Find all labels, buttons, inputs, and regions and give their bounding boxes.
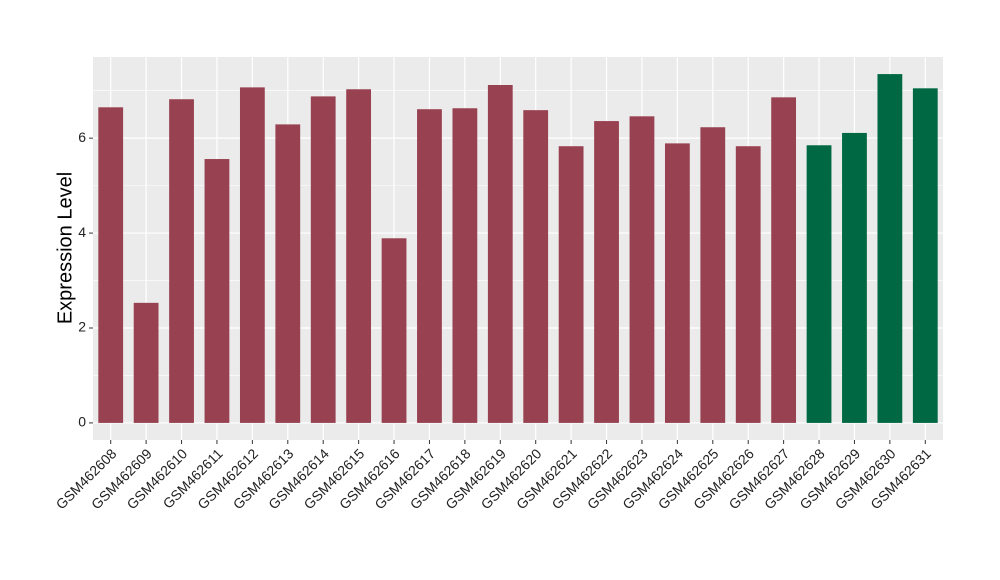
y-tick-label: 6: [78, 129, 86, 145]
bar: [381, 238, 407, 423]
bar: [346, 89, 372, 423]
bar: [877, 74, 903, 423]
bar: [417, 109, 442, 423]
bar: [275, 124, 301, 423]
bar: [771, 97, 797, 423]
bar: [169, 99, 194, 423]
bar: [629, 116, 655, 423]
bar: [735, 146, 761, 423]
bar: [487, 85, 513, 423]
bar: [594, 121, 619, 423]
bar: [912, 88, 938, 423]
bar: [558, 146, 584, 423]
bar: [452, 108, 478, 423]
bar: [806, 145, 832, 423]
bar: [664, 143, 690, 423]
bar: [523, 110, 549, 423]
y-tick-label: 0: [78, 414, 86, 430]
bar: [700, 127, 726, 423]
plot-panel: [93, 57, 943, 440]
bar: [133, 302, 159, 423]
y-axis-label: Expression Level: [54, 172, 76, 324]
bar: [98, 107, 124, 423]
bar: [204, 159, 230, 423]
y-tick-label: 2: [78, 319, 86, 335]
bar: [310, 96, 336, 423]
y-tick-label: 4: [78, 224, 86, 240]
bar: [842, 132, 867, 423]
bar: [239, 87, 265, 423]
